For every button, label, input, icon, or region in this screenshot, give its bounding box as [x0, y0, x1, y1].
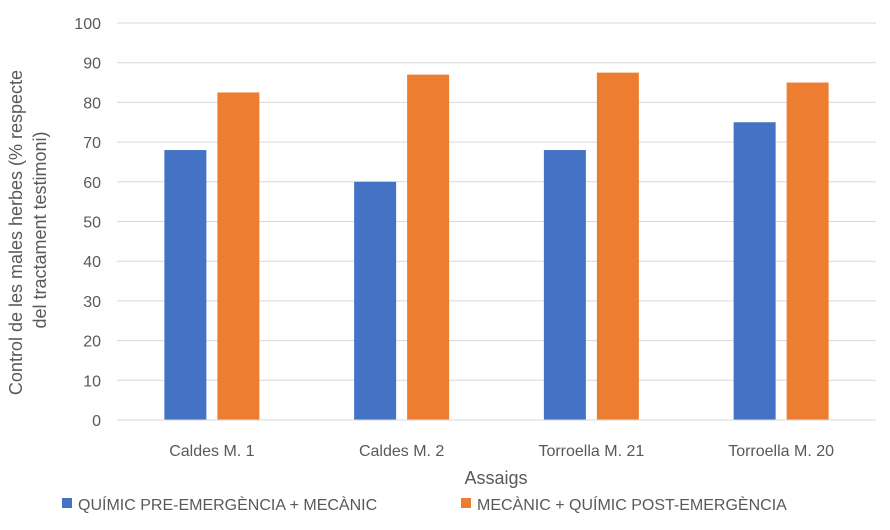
y-tick-label-0: 0 [92, 413, 101, 430]
bar-series-1-category-2 [354, 181, 397, 420]
x-tick-labels: Caldes M. 1 Caldes M. 2 Torroella M. 21 Tor… [169, 443, 834, 460]
x-tick-label-3: Torroella M. 21 [538, 443, 644, 460]
bar-series-2-category-3 [596, 72, 639, 420]
y-tick-label-70: 70 [83, 135, 101, 152]
y-tick-label-80: 80 [83, 95, 101, 112]
legend-label-series-2: MECÀNIC + QUÍMIC POST-EMERGÈNCIA [477, 495, 787, 514]
bar-series-2-category-1 [217, 92, 260, 420]
x-tick-label-1: Caldes M. 1 [169, 443, 254, 460]
legend-swatch-series-1 [62, 498, 72, 508]
y-tick-label-50: 50 [83, 215, 101, 232]
bar-series-1-category-3 [543, 150, 586, 421]
x-tick-label-2: Caldes M. 2 [359, 443, 444, 460]
y-tick-label-90: 90 [83, 56, 101, 73]
x-axis-title: Assaigs [464, 468, 527, 488]
y-tick-labels: 0 10 20 30 40 50 60 70 80 90 100 [74, 16, 101, 430]
y-axis-title: Control de les males herbes (% respecte … [6, 65, 50, 395]
y-tick-label-10: 10 [83, 373, 101, 390]
bars [164, 72, 829, 421]
y-axis-title-line-2: del tractament testimoni) [30, 131, 50, 328]
bar-series-1-category-1 [164, 150, 207, 421]
x-tick-label-4: Torroella M. 20 [728, 443, 834, 460]
bar-series-2-category-2 [407, 74, 450, 421]
y-tick-label-100: 100 [74, 16, 101, 33]
y-tick-label-30: 30 [83, 294, 101, 311]
legend-swatch-series-2 [461, 498, 471, 508]
y-axis-title-line-1: Control de les males herbes (% respecte [6, 70, 26, 395]
y-tick-label-20: 20 [83, 334, 101, 351]
legend: QUÍMIC PRE-EMERGÈNCIA + MECÀNIC MECÀNIC … [62, 495, 787, 514]
bar-series-1-category-4 [733, 122, 776, 420]
y-tick-label-60: 60 [83, 175, 101, 192]
bar-series-2-category-4 [786, 82, 829, 421]
y-tick-label-40: 40 [83, 254, 101, 271]
legend-label-series-1: QUÍMIC PRE-EMERGÈNCIA + MECÀNIC [78, 495, 377, 514]
